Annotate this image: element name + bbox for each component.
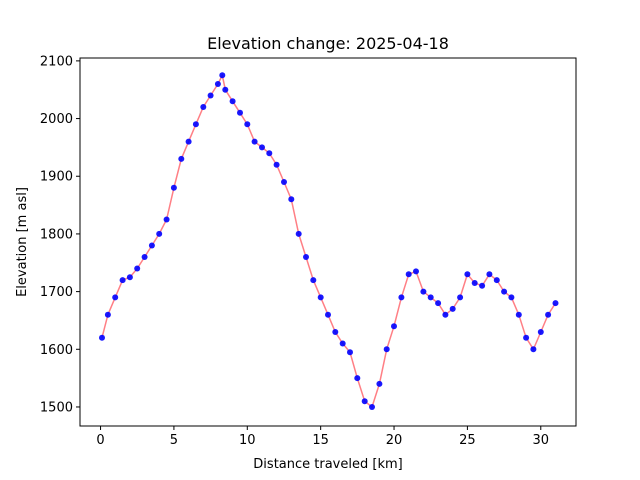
data-point [413, 268, 419, 275]
data-point [229, 98, 236, 105]
data-point [479, 282, 486, 289]
data-point [288, 196, 295, 203]
data-point [185, 138, 192, 145]
data-point [141, 254, 148, 260]
y-tick-label: 1900 [40, 170, 73, 185]
data-point [170, 184, 177, 191]
y-tick-label: 1500 [40, 400, 73, 415]
data-point [214, 81, 221, 87]
y-axis-label: Elevation [m asl] [15, 187, 30, 297]
y-tick-label: 2100 [40, 54, 73, 69]
data-point [523, 334, 530, 341]
data-point [200, 104, 207, 110]
data-point [332, 329, 339, 335]
data-point [552, 300, 559, 307]
data-point [471, 280, 478, 286]
data-point [148, 242, 155, 249]
data-point [508, 294, 515, 301]
data-point [244, 121, 251, 128]
series-layer [99, 72, 559, 410]
data-point [464, 271, 471, 278]
x-tick-label: 25 [459, 433, 476, 448]
data-point [383, 346, 390, 353]
data-point [207, 92, 214, 99]
y-axis: 1500 1600 1700 1800 1900 2000 2100 [40, 54, 80, 415]
data-point [391, 323, 397, 330]
data-point [376, 380, 383, 387]
data-point [515, 311, 522, 318]
data-point [156, 230, 163, 237]
data-point [310, 277, 317, 284]
data-point [354, 375, 361, 382]
data-point [163, 216, 170, 223]
data-point [259, 144, 265, 151]
data-point [303, 254, 309, 260]
data-point [435, 300, 442, 307]
data-point [369, 404, 375, 410]
y-tick-label: 1600 [40, 343, 73, 358]
data-point [420, 288, 427, 295]
data-point [361, 398, 368, 405]
x-tick-label: 20 [386, 433, 403, 448]
data-point [530, 346, 537, 353]
data-point [119, 277, 126, 284]
x-tick-label: 15 [312, 433, 329, 448]
data-point [325, 311, 331, 318]
data-point [347, 349, 353, 356]
x-tick-label: 10 [239, 433, 256, 448]
data-point [237, 109, 243, 116]
data-point [104, 311, 111, 318]
data-point [427, 294, 434, 301]
y-tick-label: 2000 [40, 112, 73, 127]
data-point [222, 86, 229, 93]
data-point [501, 288, 508, 295]
data-point [545, 311, 552, 318]
x-tick-label: 5 [170, 433, 178, 448]
data-point [486, 271, 493, 278]
data-point [99, 334, 105, 341]
data-point [295, 230, 302, 237]
data-point [251, 138, 258, 145]
data-point [449, 305, 456, 312]
data-point [398, 294, 405, 301]
x-tick-label: 0 [96, 433, 104, 448]
data-point [266, 150, 273, 157]
data-point [178, 155, 185, 162]
y-tick-label: 1800 [40, 227, 73, 242]
data-point [273, 161, 280, 168]
x-axis-label: Distance traveled [km] [253, 457, 402, 472]
x-axis: 0 5 10 15 20 25 30 [96, 426, 549, 448]
y-tick-label: 1700 [40, 285, 73, 300]
data-point [126, 274, 133, 281]
data-point [112, 294, 119, 301]
data-point [339, 340, 346, 347]
data-point [442, 311, 449, 318]
data-point [317, 294, 324, 301]
plot-frame [79, 57, 577, 427]
data-point [134, 265, 141, 272]
chart-title: Elevation change: 2025-04-18 [207, 34, 449, 53]
data-point [219, 72, 226, 79]
data-point [192, 121, 199, 128]
data-point [537, 329, 544, 335]
data-point [281, 179, 287, 185]
x-tick-label: 30 [533, 433, 550, 448]
data-point [457, 294, 464, 301]
data-point [405, 271, 412, 278]
series-line [101, 73, 557, 409]
data-point [493, 277, 500, 284]
